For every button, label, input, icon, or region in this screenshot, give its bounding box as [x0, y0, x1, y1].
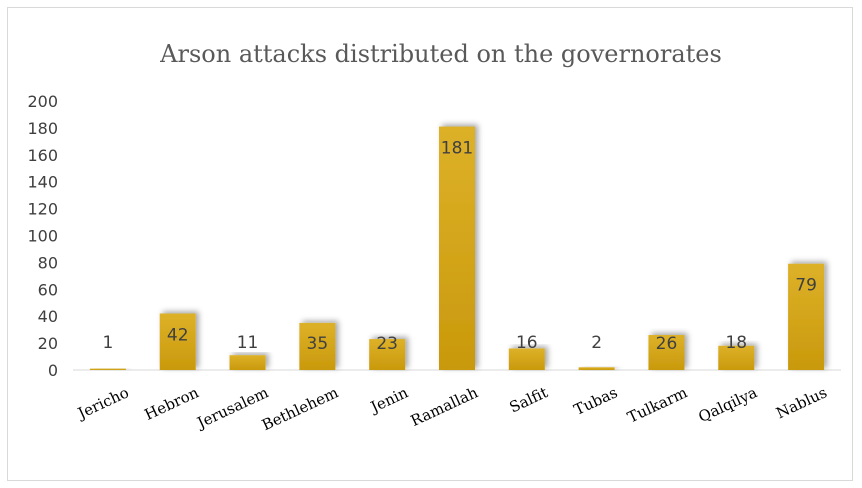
x-tick-label: Tulkarm	[625, 383, 691, 426]
data-label-hebron: 42	[167, 326, 189, 346]
data-label-qalqilya: 18	[725, 333, 747, 353]
data-label-jericho: 1	[102, 333, 113, 353]
bar-hebron	[159, 313, 196, 370]
x-tick-label: Tubas	[571, 383, 620, 419]
bar-tulkarm	[648, 335, 685, 370]
data-label-tubas: 2	[591, 333, 602, 353]
bar-tubas	[578, 367, 615, 370]
data-label-nablus: 79	[795, 276, 817, 296]
y-tick-label: 60	[38, 280, 58, 299]
chart-frame	[7, 7, 853, 481]
y-tick-label: 80	[38, 253, 58, 272]
bar-ramallah	[439, 126, 475, 371]
x-tick-label: Nablus	[773, 383, 829, 422]
y-tick-label: 140	[27, 173, 58, 192]
x-tick-label: Jenin	[366, 383, 411, 417]
x-tick-label: Hebron	[142, 383, 202, 424]
y-tick-label: 0	[48, 361, 58, 380]
data-label-ramallah: 181	[441, 139, 473, 159]
data-label-bethlehem: 35	[307, 334, 329, 354]
data-label-salfit: 16	[516, 333, 538, 353]
bar-jericho	[89, 368, 126, 370]
x-tick-label: Jericho	[73, 383, 131, 423]
data-labels-group: 1 42 11 35 23 181 16 2 26 18 79	[102, 139, 816, 354]
bar-nablus	[788, 263, 825, 370]
bar-jerusalem	[229, 355, 266, 370]
x-tick-label: Jerusalem	[193, 383, 272, 432]
bar-salfit	[508, 348, 545, 370]
data-label-tulkarm: 26	[656, 334, 678, 354]
bars-group	[89, 126, 825, 371]
bar-jenin	[369, 339, 406, 370]
bar-qalqilya	[718, 345, 755, 370]
x-tick-label: Qalqilya	[696, 383, 760, 426]
y-tick-label: 200	[27, 92, 58, 111]
x-tick-label: Ramallah	[408, 383, 481, 430]
x-tick-label: Salfit	[507, 383, 551, 416]
bar-bethlehem	[299, 322, 336, 370]
y-tick-label: 120	[27, 200, 58, 219]
data-label-jenin: 23	[376, 334, 398, 354]
chart-title: Arson attacks distributed on the governo…	[159, 40, 722, 68]
y-tick-label: 40	[38, 307, 58, 326]
x-tick-label: Bethlehem	[259, 383, 341, 434]
y-tick-label: 160	[27, 146, 58, 165]
y-tick-label: 180	[27, 119, 58, 138]
y-tick-label: 20	[38, 334, 58, 353]
y-tick-label: 100	[27, 227, 58, 246]
data-label-jerusalem: 11	[237, 333, 259, 353]
y-axis: 0 20 40 60 80 100 120 140 160 180 200	[27, 92, 58, 380]
